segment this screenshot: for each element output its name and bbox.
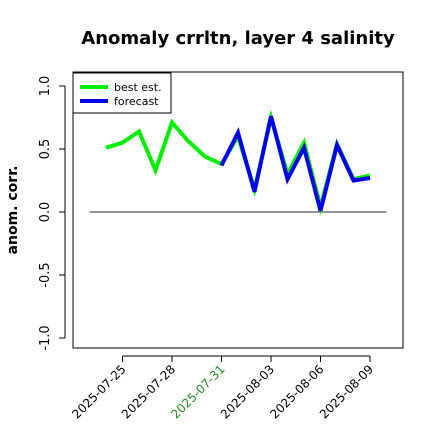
y-axis-label: anom. corr. xyxy=(5,166,21,255)
legend-label-forecast: forecast xyxy=(114,95,159,108)
legend: best est. forecast xyxy=(72,72,172,114)
x-axis: 2025-07-252025-07-282025-07-312025-08-03… xyxy=(69,355,376,421)
legend-box xyxy=(72,72,172,114)
y-tick-label: -0.5 xyxy=(38,262,53,287)
y-tick-label: 0.5 xyxy=(38,139,53,160)
series-layer xyxy=(105,109,371,215)
y-tick-label: 1.0 xyxy=(38,76,53,97)
y-tick-label: 0.0 xyxy=(38,202,53,223)
legend-label-best-est: best est. xyxy=(114,81,162,94)
chart-title: Anomaly crrltn, layer 4 salinity xyxy=(81,28,395,49)
y-axis: -1.0 -0.5 0.0 0.5 1.0 xyxy=(38,76,66,351)
plot-area xyxy=(72,71,404,349)
series-line-forecast xyxy=(219,115,371,212)
y-tick-label: -1.0 xyxy=(38,325,53,350)
x-tick-label: 2025-08-09 xyxy=(317,362,376,421)
